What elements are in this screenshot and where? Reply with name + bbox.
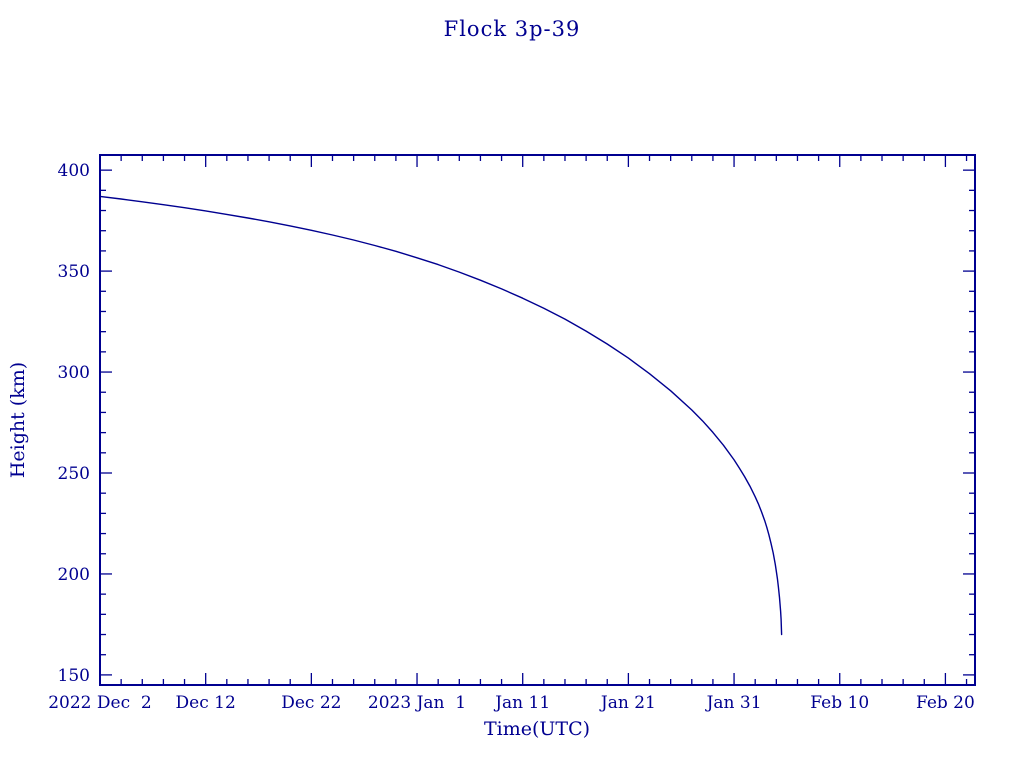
y-tick-label: 250: [58, 464, 90, 484]
x-tick-label: Jan 21: [599, 693, 656, 713]
x-axis-label: Time(UTC): [483, 718, 591, 740]
x-tick-label: Dec 22: [281, 693, 341, 713]
x-tick-label: Dec 12: [176, 693, 236, 713]
decay-curve: [99, 195, 783, 636]
y-tick-label: 150: [58, 666, 90, 686]
x-tick-label: 2022 Dec 2: [48, 693, 152, 713]
y-tick-label: 350: [58, 262, 90, 282]
plot-frame: [99, 154, 976, 686]
chart-title: Flock 3p-39: [443, 17, 581, 41]
x-tick-label: Feb 10: [810, 693, 869, 713]
y-tick-label: 300: [58, 363, 90, 383]
y-tick-label: 400: [58, 161, 90, 181]
x-tick-label: 2023 Jan 1: [368, 693, 466, 713]
x-tick-label: Jan 11: [493, 693, 550, 713]
x-tick-label: Jan 31: [705, 693, 762, 713]
x-tick-label: Feb 20: [916, 693, 975, 713]
y-tick-label: 200: [58, 565, 90, 585]
tick-labels: 2022 Dec 2 Dec 12 Dec 22 2023 Jan 1 Jan 11 Ja…: [48, 161, 975, 713]
axis-ticks: [99, 155, 975, 685]
